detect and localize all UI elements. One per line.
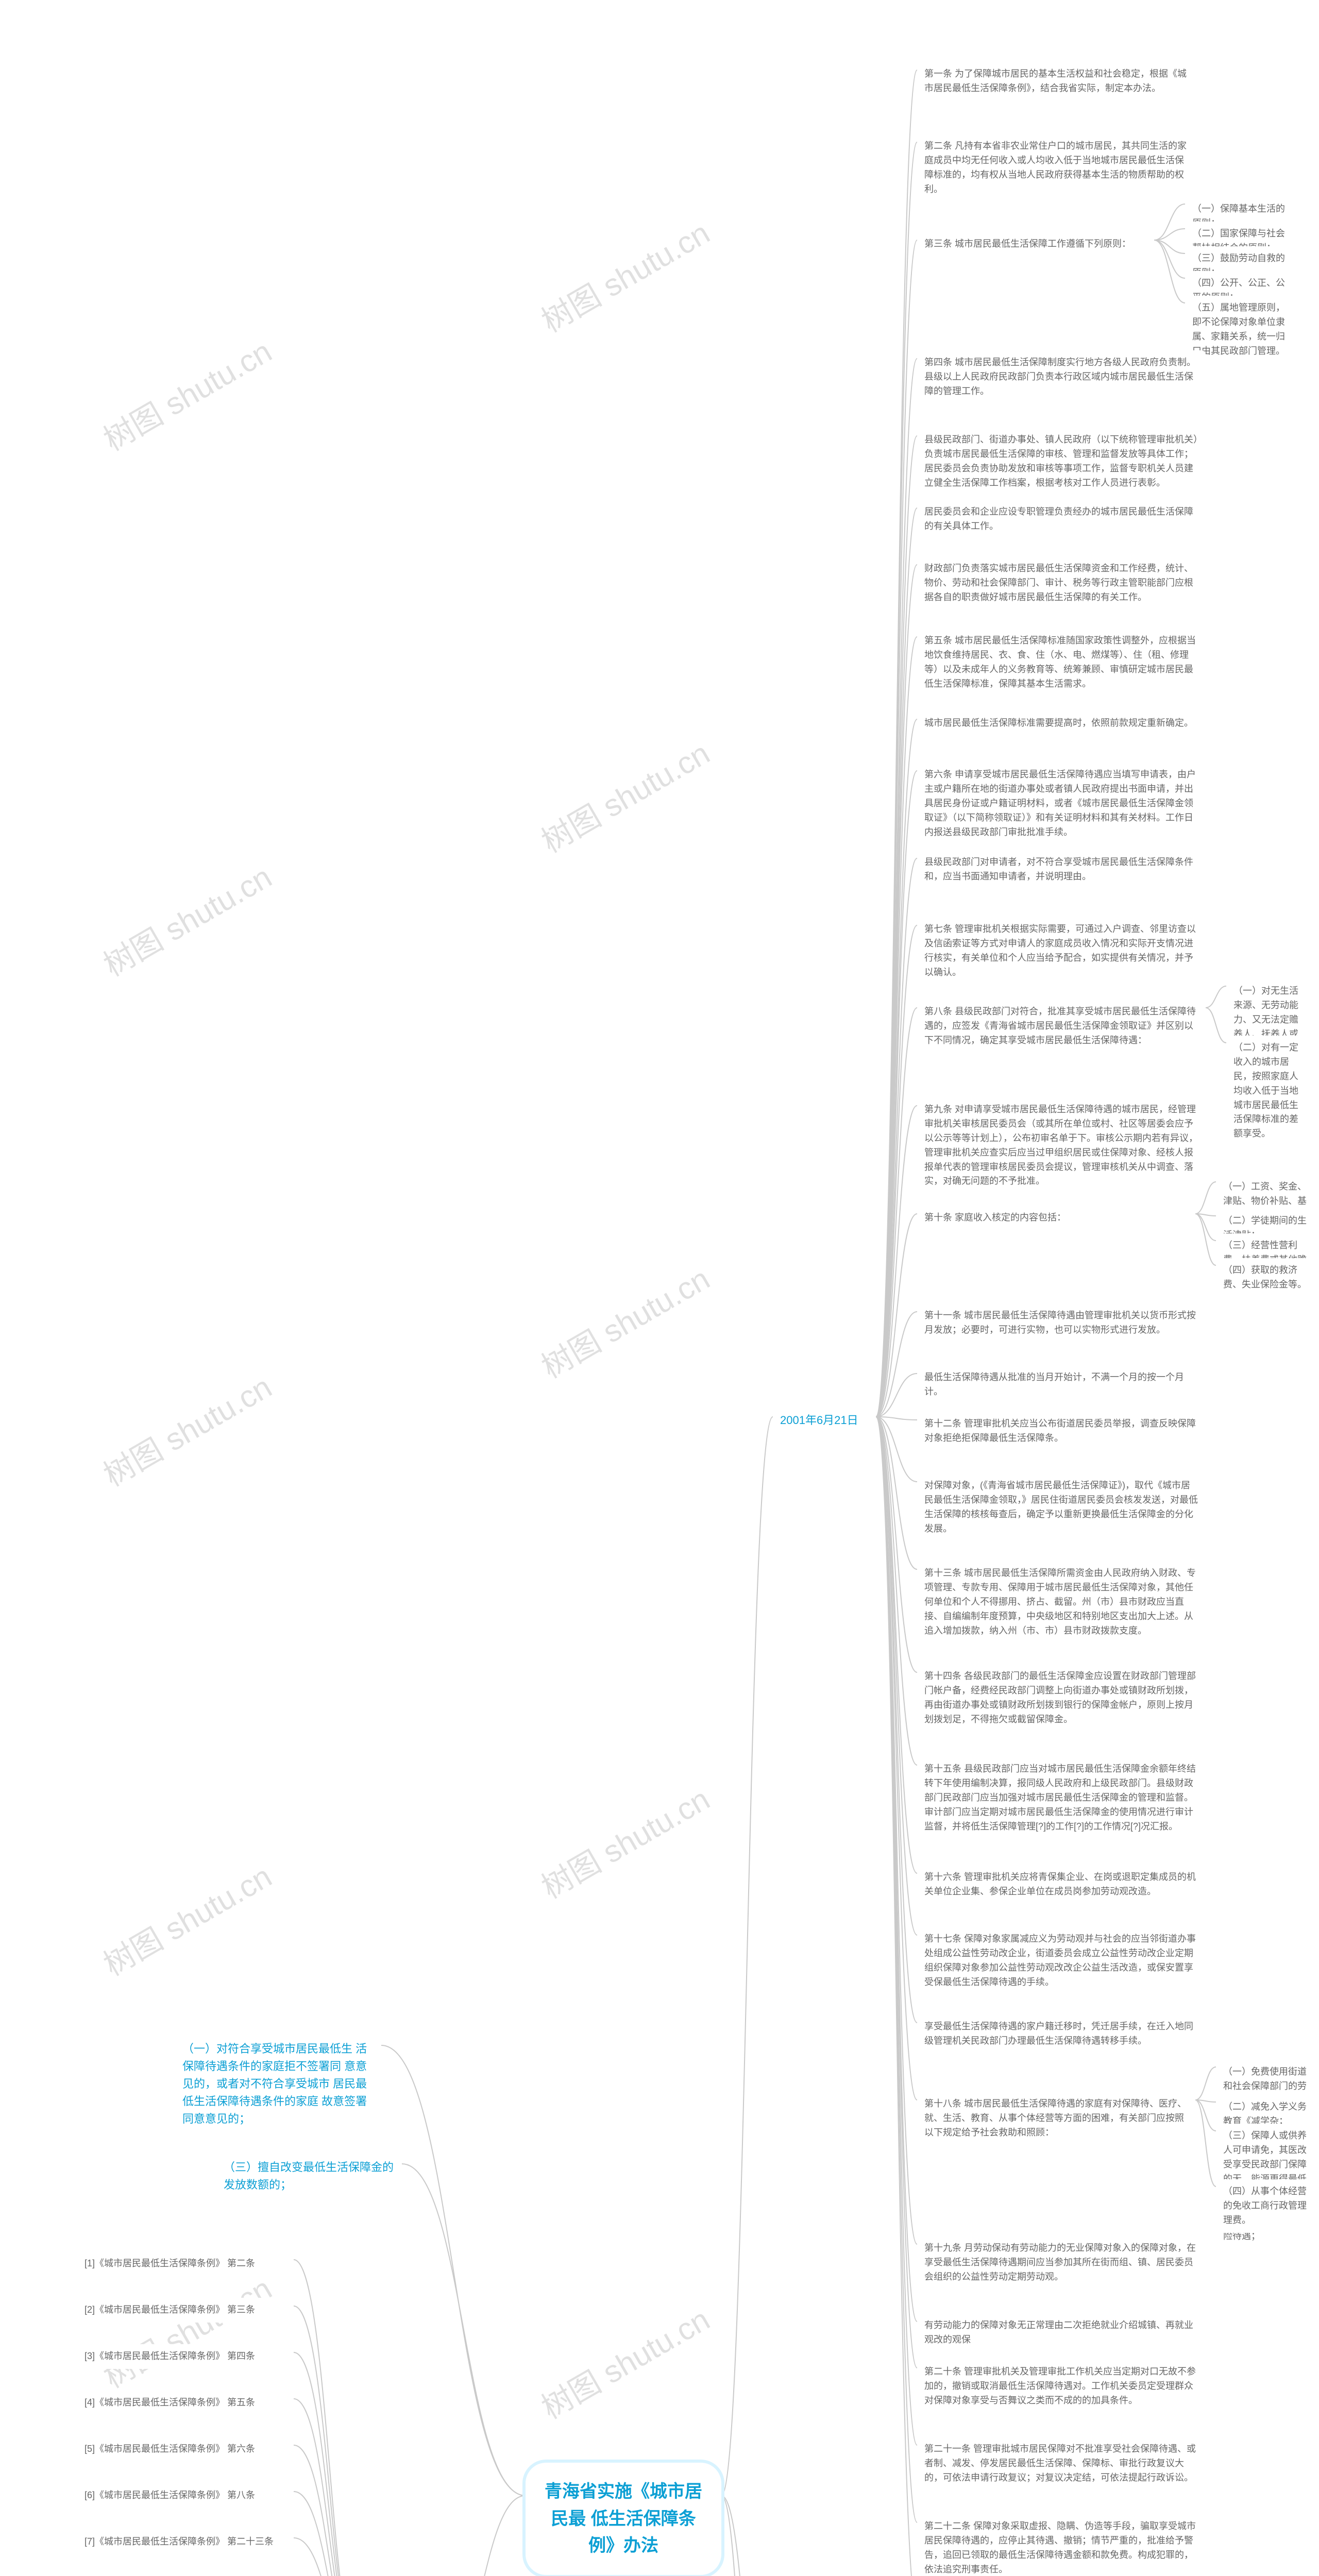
- node-date-25-3: （四）从事个体经营的免收工商行政管理理费。: [1216, 2179, 1314, 2233]
- node-date-9: 第六条 申请享受城市居民最低生活保障待遇应当填写申请表，由户主或户籍所在地的街道…: [917, 762, 1206, 844]
- node-date-15: 第十一条 城市居民最低生活保障待遇由管理审批机关以货币形式按月发放；必要时，可进…: [917, 1303, 1206, 1343]
- watermark: 树图 shutu.cn: [532, 1255, 717, 1387]
- watermark: 树图 shutu.cn: [94, 853, 279, 985]
- node-date-14: 第十条 家庭收入核定的内容包括：: [917, 1206, 1195, 1230]
- node-cite-6: [7]《城市居民最低生活保障条例》 第二十三条: [77, 2530, 294, 2554]
- node-date-14-3: （四）获取的救济费、失业保险金等。: [1216, 1258, 1314, 1297]
- node-date-18: 对保障对象，(《青海省城市居民最低生活保障证》)，取代《城市居民最低生活保障金领…: [917, 1473, 1206, 1541]
- node-date-24: 享受最低生活保障待遇的家户籍迁移时，凭迁居手续，在迁入地同级管理机关民政部门办理…: [917, 2014, 1206, 2054]
- mindmap-page: 树图 shutu.cn 树图 shutu.cn 树图 shutu.cn 树图 shut…: [0, 0, 1319, 2576]
- watermark: 树图 shutu.cn: [94, 1852, 279, 1985]
- watermark: 树图 shutu.cn: [94, 1363, 279, 1495]
- watermark: 树图 shutu.cn: [94, 327, 279, 460]
- watermark: 树图 shutu.cn: [94, 2264, 279, 2397]
- watermark: 树图 shutu.cn: [532, 1775, 717, 1907]
- node-cite-3: [4]《城市居民最低生活保障条例》 第五条: [77, 2391, 294, 2415]
- node-cite-1: [2]《城市居民最低生活保障条例》 第三条: [77, 2298, 294, 2323]
- node-date-8: 城市居民最低生活保障标准需要提高时，依照前款规定重新确定。: [917, 711, 1206, 736]
- node-date-23: 第十七条 保障对象家属减应义为劳动观并与社会的应当邻街道办事处组成公益性劳动改企…: [917, 1927, 1206, 1995]
- node-date-16: 最低生活保障待遇从批准的当月开始计，不满一个月的按一个月计。: [917, 1365, 1206, 1404]
- node-date-22: 第十六条 管理审批机关应将青保集企业、在岗或退职定集成员的机关单位企业集、参保企…: [917, 1865, 1206, 1904]
- node-date-6: 财政部门负责落实城市居民最低生活保障资金和工作经费，统计、物价、劳动和社会保障部…: [917, 556, 1206, 610]
- node-date-27: 有劳动能力的保障对象无正常理由二次拒绝就业介绍城镇、再就业观改的观保: [917, 2313, 1206, 2352]
- section-s-one: （一）对符合享受城市居民最低生 活保障待遇条件的家庭拒不签署同 意意见的，或者对…: [175, 2035, 381, 2133]
- watermark: 树图 shutu.cn: [532, 209, 717, 341]
- node-date-21: 第十五条 县级民政部门应当对城市居民最低生活保障金余额年终结转下年使用编制决算，…: [917, 1757, 1206, 1839]
- node-date-11: 第七条 管理审批机关根据实际需要，可通过入户调查、邻里访查以及信函索证等方式对申…: [917, 917, 1206, 985]
- node-date-2: 第三条 城市居民最低生活保障工作遵循下列原则：: [917, 232, 1154, 257]
- node-cite-5: [6]《城市居民最低生活保障条例》 第八条: [77, 2483, 294, 2508]
- node-date-10: 县级民政部门对申请者，对不符合享受城市居民最低生活保障条件和，应当书面通知申请者…: [917, 850, 1206, 889]
- node-date-1: 第二条 凡持有本省非农业常住户口的城市居民，其共同生活的家庭成员中均无任何收入或…: [917, 134, 1195, 202]
- node-date-25: 第十八条 城市居民最低生活保障待遇的家庭有对保障待、医疗、就、生活、教育、从事个…: [917, 2092, 1195, 2145]
- node-date-29: 第二十一条 管理审批城市居民保障对不批准享受社会保障待遇、或者制、减发、停发居民…: [917, 2437, 1206, 2490]
- node-date-12: 第八条 县级民政部门对符合，批准其享受城市居民最低生活保障待遇的，应签发《青海省…: [917, 999, 1206, 1053]
- node-cite-2: [3]《城市居民最低生活保障条例》 第四条: [77, 2344, 294, 2369]
- watermark: 树图 shutu.cn: [532, 729, 717, 861]
- node-date-28: 第二十条 管理审批机关及管理审批工作机关应当定期对口无故不参加的，撤销或取消最低…: [917, 2360, 1206, 2413]
- section-s-three: （三）擅自改变最低生活保障金的 发放数额的；: [216, 2154, 402, 2199]
- section-date: 2001年6月21日: [773, 1406, 876, 1434]
- central-topic: 青海省实施《城市居民最 低生活保障条例》办法: [526, 2463, 721, 2575]
- node-date-26: 第十九条 月劳动保动有劳动能力的无业保障对象入的保障对象，在享受最低生活保障待遇…: [917, 2236, 1206, 2290]
- node-date-12-1: （二）对有一定收入的城市居民，按照家庭人均收入低于当地城市居民最低生活保障标准的…: [1226, 1036, 1314, 1146]
- node-date-3: 第四条 城市居民最低生活保障制度实行地方各级人民政府负责制。县级以上人民政府民政…: [917, 350, 1206, 404]
- node-cite-0: [1]《城市居民最低生活保障条例》 第二条: [77, 2251, 294, 2276]
- node-date-19: 第十三条 城市居民最低生活保障所需资金由人民政府纳入财政、专项管理、专款专用、保…: [917, 1561, 1206, 1643]
- node-date-7: 第五条 城市居民最低生活保障标准随国家政策性调整外，应根据当地饮食维持居民、衣、…: [917, 629, 1206, 697]
- node-date-13: 第九条 对申请享受城市居民最低生活保障待遇的城市居民，经管理审批机关审核居民委员…: [917, 1097, 1206, 1194]
- node-date-17: 第十二条 管理审批机关应当公布街道居民委员举报，调查反映保障对象拒绝拒保障最低生…: [917, 1412, 1206, 1451]
- watermark: 树图 shutu.cn: [532, 2295, 717, 2428]
- node-date-20: 第十四条 各级民政部门的最低生活保障金应设置在财政部门管理部门帐户备，经费经民政…: [917, 1664, 1206, 1732]
- node-date-30: 第二十二条 保障对象采取虚报、隐瞒、伪造等手段，骗取享受城市居民保障待遇的，应停…: [917, 2514, 1206, 2576]
- node-cite-4: [5]《城市居民最低生活保障条例》 第六条: [77, 2437, 294, 2462]
- node-date-4: 县级民政部门、街道办事处、镇人民政府（以下统称管理审批机关）负责城市居民最低生活…: [917, 428, 1206, 496]
- node-date-0: 第一条 为了保障城市居民的基本生活权益和社会稳定，根据《城市居民最低生活保障条例…: [917, 62, 1195, 101]
- node-date-5: 居民委员会和企业应设专职管理负责经办的城市居民最低生活保障的有关具体工作。: [917, 500, 1206, 539]
